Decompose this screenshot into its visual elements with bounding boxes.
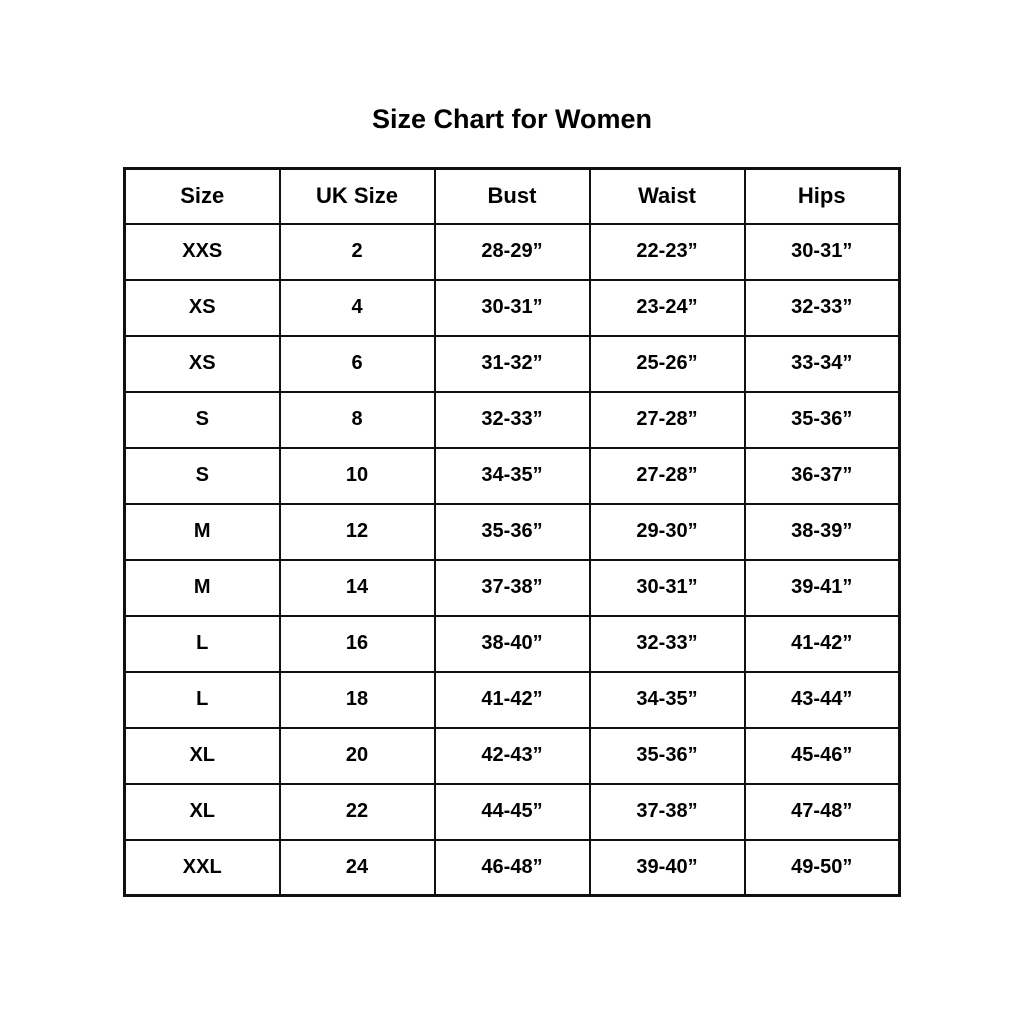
table-cell: 30-31” — [433, 278, 591, 337]
table-row: XXL 24 46-48” 39-40” 49-50” — [123, 838, 901, 897]
column-header-size: Size — [123, 167, 281, 225]
table-row: M 14 37-38” 30-31” 39-41” — [123, 558, 901, 617]
table-cell: 38-39” — [743, 502, 901, 561]
table-row: S 10 34-35” 27-28” 36-37” — [123, 446, 901, 505]
table-cell: 14 — [278, 558, 436, 617]
size-chart-container: Size Chart for Women Size UK Size Bust Wais… — [123, 0, 901, 897]
table-cell: S — [123, 390, 281, 449]
table-cell: 37-38” — [433, 558, 591, 617]
table-cell: 32-33” — [433, 390, 591, 449]
table-cell: 10 — [278, 446, 436, 505]
table-cell: 22 — [278, 782, 436, 841]
table-cell: 39-40” — [588, 838, 746, 897]
table-cell: 29-30” — [588, 502, 746, 561]
table-cell: 35-36” — [588, 726, 746, 785]
table-cell: 33-34” — [743, 334, 901, 393]
table-cell: 38-40” — [433, 614, 591, 673]
table-cell: 34-35” — [588, 670, 746, 729]
table-cell: 8 — [278, 390, 436, 449]
table-row: XXS 2 28-29” 22-23” 30-31” — [123, 222, 901, 281]
table-cell: 45-46” — [743, 726, 901, 785]
table-cell: 35-36” — [433, 502, 591, 561]
table-cell: XS — [123, 278, 281, 337]
table-cell: S — [123, 446, 281, 505]
table-cell: 35-36” — [743, 390, 901, 449]
column-header-uk-size: UK Size — [278, 167, 436, 225]
table-cell: 27-28” — [588, 390, 746, 449]
table-cell: XXL — [123, 838, 281, 897]
table-body: XXS 2 28-29” 22-23” 30-31” XS 4 30-31” 23-24” 32-… — [123, 222, 901, 897]
table-row: XS 4 30-31” 23-24” 32-33” — [123, 278, 901, 337]
table-cell: 34-35” — [433, 446, 591, 505]
table-cell: M — [123, 558, 281, 617]
table-cell: 49-50” — [743, 838, 901, 897]
column-header-hips: Hips — [743, 167, 901, 225]
table-row: XL 20 42-43” 35-36” 45-46” — [123, 726, 901, 785]
table-cell: L — [123, 614, 281, 673]
table-cell: 31-32” — [433, 334, 591, 393]
table-cell: 23-24” — [588, 278, 746, 337]
table-row: S 8 32-33” 27-28” 35-36” — [123, 390, 901, 449]
table-cell: 20 — [278, 726, 436, 785]
table-cell: XL — [123, 726, 281, 785]
table-cell: 32-33” — [743, 278, 901, 337]
column-header-waist: Waist — [588, 167, 746, 225]
table-row: L 18 41-42” 34-35” 43-44” — [123, 670, 901, 729]
table-cell: 37-38” — [588, 782, 746, 841]
table-cell: 39-41” — [743, 558, 901, 617]
table-cell: 42-43” — [433, 726, 591, 785]
table-cell: 16 — [278, 614, 436, 673]
table-row: XS 6 31-32” 25-26” 33-34” — [123, 334, 901, 393]
table-cell: XS — [123, 334, 281, 393]
table-head: Size UK Size Bust Waist Hips — [123, 167, 901, 225]
column-header-bust: Bust — [433, 167, 591, 225]
table-cell: 47-48” — [743, 782, 901, 841]
table-cell: 41-42” — [743, 614, 901, 673]
table-cell: 30-31” — [588, 558, 746, 617]
table-cell: 44-45” — [433, 782, 591, 841]
table-cell: 28-29” — [433, 222, 591, 281]
table-cell: 2 — [278, 222, 436, 281]
page-title: Size Chart for Women — [371, 104, 653, 134]
table-cell: 41-42” — [433, 670, 591, 729]
table-cell: 18 — [278, 670, 436, 729]
table-cell: 6 — [278, 334, 436, 393]
table-header-row: Size UK Size Bust Waist Hips — [123, 167, 901, 225]
table-row: L 16 38-40” 32-33” 41-42” — [123, 614, 901, 673]
table-cell: 24 — [278, 838, 436, 897]
table-cell: XXS — [123, 222, 281, 281]
table-cell: 4 — [278, 278, 436, 337]
table-cell: 43-44” — [743, 670, 901, 729]
table-cell: 36-37” — [743, 446, 901, 505]
table-cell: 32-33” — [588, 614, 746, 673]
table-cell: XL — [123, 782, 281, 841]
table-cell: 25-26” — [588, 334, 746, 393]
table-row: M 12 35-36” 29-30” 38-39” — [123, 502, 901, 561]
table-cell: 12 — [278, 502, 436, 561]
table-row: XL 22 44-45” 37-38” 47-48” — [123, 782, 901, 841]
table-cell: 46-48” — [433, 838, 591, 897]
table-cell: M — [123, 502, 281, 561]
table-cell: 27-28” — [588, 446, 746, 505]
table-cell: 22-23” — [588, 222, 746, 281]
table-cell: 30-31” — [743, 222, 901, 281]
table-cell: L — [123, 670, 281, 729]
size-chart-table: Size UK Size Bust Waist Hips XXS 2 28-29” 22-23… — [123, 167, 901, 897]
